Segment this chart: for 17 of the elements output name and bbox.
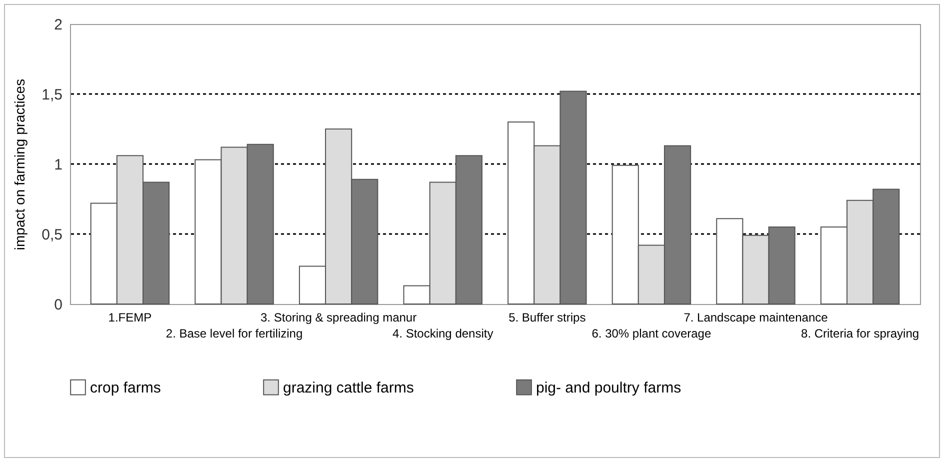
x-tick-label: 5. Buffer strips <box>508 310 586 324</box>
y-tick-label: 1,5 <box>42 86 62 104</box>
y-tick-label: 0,5 <box>42 226 62 244</box>
legend-label: grazing cattle farms <box>283 379 414 396</box>
x-tick-label: 6. 30% plant coverage <box>592 326 712 340</box>
x-tick-label: 1.FEMP <box>108 310 152 324</box>
legend-label: crop farms <box>90 379 161 396</box>
x-tick-label: 2. Base level for fertilizing <box>166 326 303 340</box>
y-tick-label: 2 <box>54 16 62 34</box>
x-tick-label: 7. Landscape maintenance <box>684 310 828 324</box>
x-tick-label: 8. Criteria for spraying <box>801 326 920 340</box>
x-tick-label: 3. Storing & spreading manur <box>260 310 417 324</box>
y-axis-title: impact on farming practices <box>12 78 28 250</box>
y-tick-label: 0 <box>54 296 62 314</box>
x-tick-label: 4. Stocking density <box>392 326 494 340</box>
y-tick-label: 1 <box>54 156 62 174</box>
legend-label: pig- and poultry farms <box>536 379 682 396</box>
